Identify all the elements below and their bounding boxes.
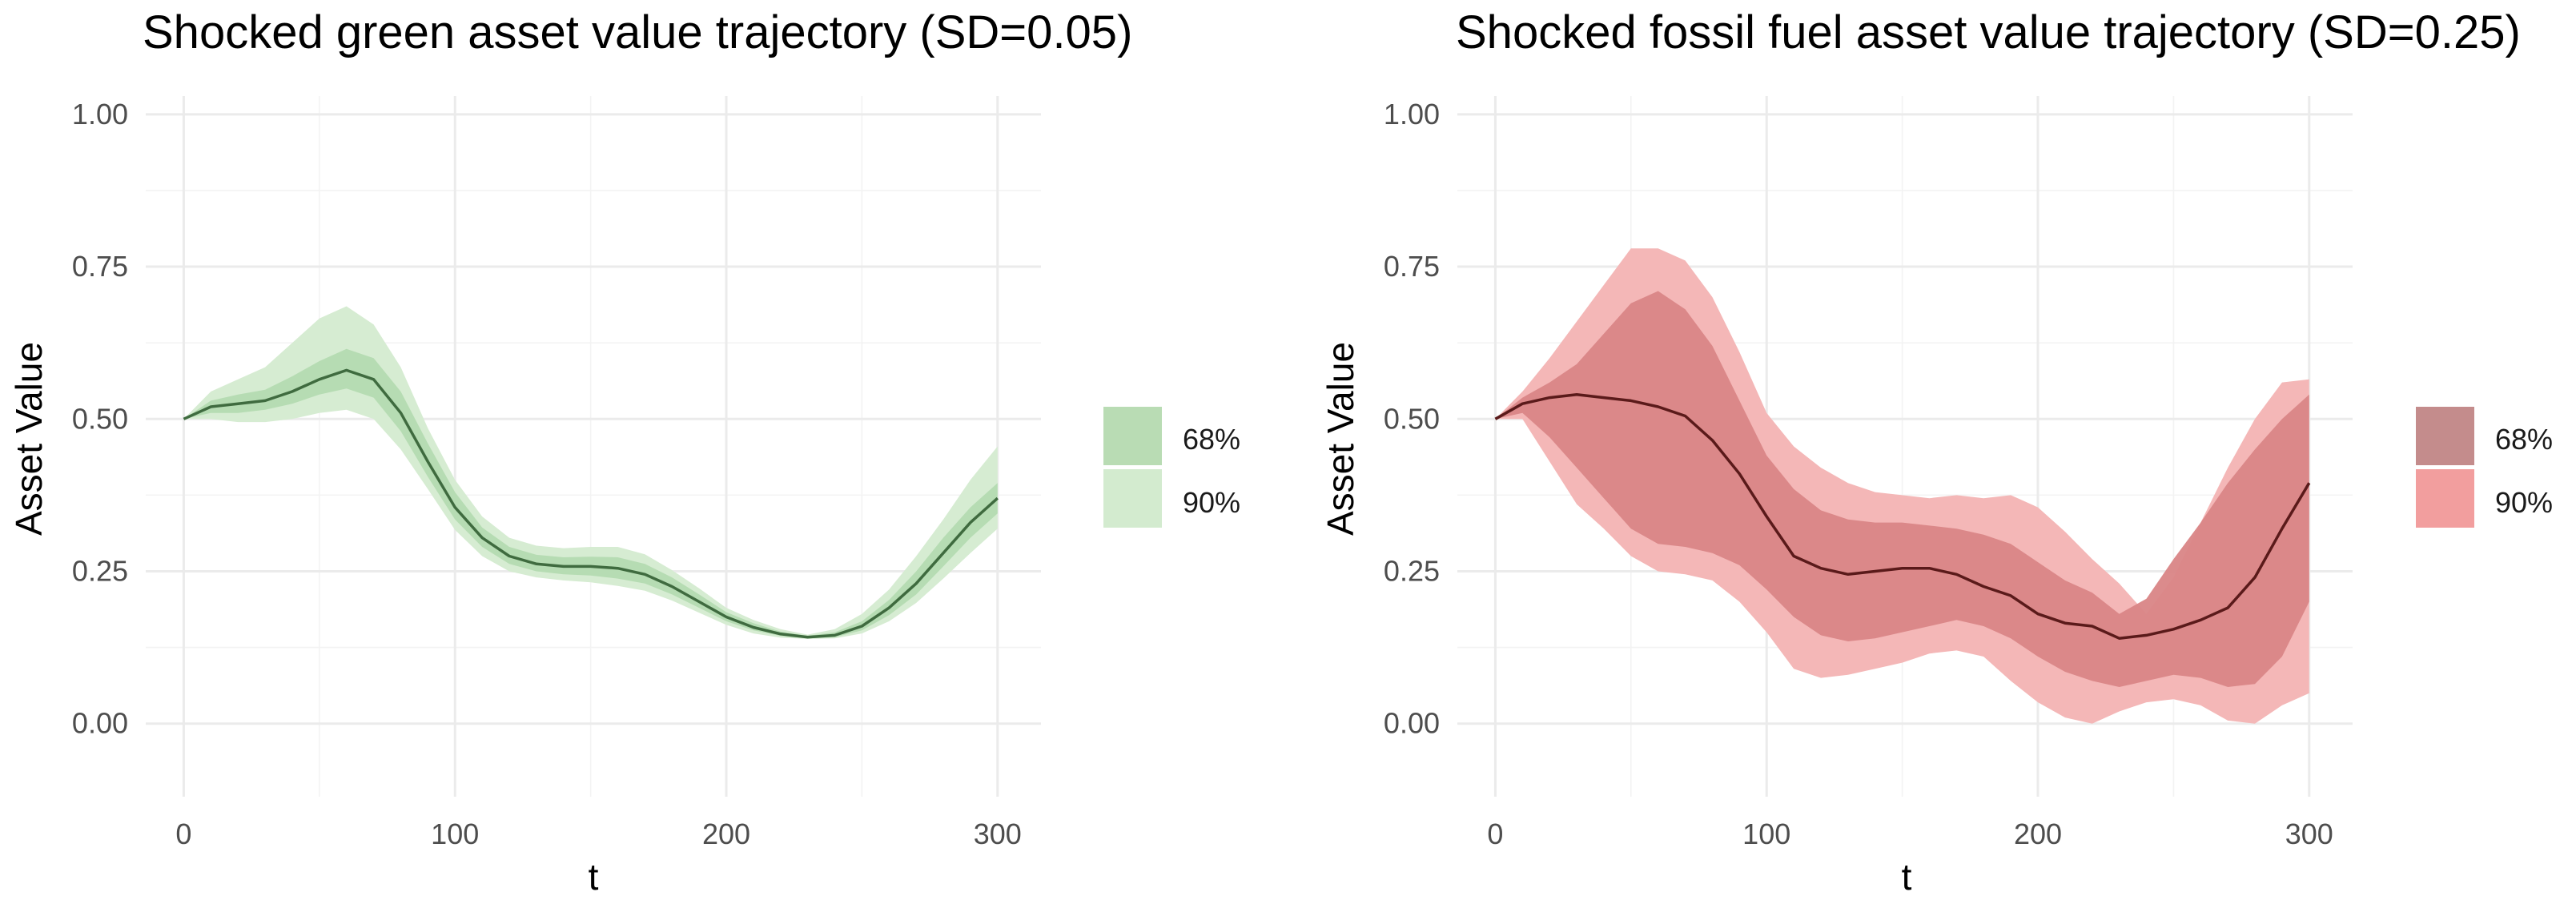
x-tick-label: 300 xyxy=(974,818,1022,850)
legend-key-68 xyxy=(1103,407,1162,465)
fossil-asset-panel: Shocked fossil fuel asset value trajecto… xyxy=(1320,6,2553,898)
chart-title: Shocked green asset value trajectory (SD… xyxy=(143,6,1132,58)
y-tick-label: 1.00 xyxy=(72,98,128,131)
legend: 68% 90% xyxy=(1103,407,1240,528)
legend-key-90 xyxy=(2416,469,2474,528)
bands xyxy=(1495,248,2309,724)
x-tick-label: 0 xyxy=(1487,818,1503,850)
y-axis-label: Asset Value xyxy=(8,342,50,536)
x-axis-label: t xyxy=(1902,856,1912,898)
legend-label-68: 68% xyxy=(1183,423,1240,456)
x-tick-label: 200 xyxy=(2014,818,2062,850)
chart-title: Shocked fossil fuel asset value trajecto… xyxy=(1456,6,2521,58)
x-tick-labels: 0 100 200 300 xyxy=(1487,818,2333,850)
x-tick-labels: 0 100 200 300 xyxy=(175,818,1021,850)
y-tick-label: 0.50 xyxy=(72,402,128,435)
y-tick-label: 0.75 xyxy=(1384,250,1440,283)
y-tick-label: 0.75 xyxy=(72,250,128,283)
y-tick-label: 0.50 xyxy=(1384,402,1440,435)
y-tick-labels: 0.00 0.25 0.50 0.75 1.00 xyxy=(1384,98,1440,740)
y-tick-label: 0.25 xyxy=(1384,554,1440,587)
legend-label-90: 90% xyxy=(1183,486,1240,519)
legend-key-90 xyxy=(1103,469,1162,528)
bands xyxy=(183,306,998,639)
x-axis-label: t xyxy=(589,856,599,898)
band-68 xyxy=(1495,291,2309,687)
legend-label-90: 90% xyxy=(2495,486,2553,519)
y-tick-label: 0.00 xyxy=(72,707,128,740)
y-axis-label: Asset Value xyxy=(1320,342,1361,536)
y-tick-label: 1.00 xyxy=(1384,98,1440,131)
x-tick-label: 100 xyxy=(1742,818,1790,850)
lines xyxy=(1494,393,2311,640)
x-tick-label: 300 xyxy=(2285,818,2333,850)
lines xyxy=(183,368,999,639)
legend-label-68: 68% xyxy=(2495,423,2553,456)
median-line xyxy=(183,368,999,639)
legend: 68% 90% xyxy=(2416,407,2553,528)
green-asset-panel: Shocked green asset value trajectory (SD… xyxy=(8,6,1240,898)
y-tick-label: 0.25 xyxy=(72,554,128,587)
x-tick-label: 100 xyxy=(431,818,479,850)
legend-key-68 xyxy=(2416,407,2474,465)
median-line xyxy=(1494,393,2311,640)
grid xyxy=(146,96,1041,797)
y-tick-labels: 0.00 0.25 0.50 0.75 1.00 xyxy=(72,98,128,740)
x-tick-label: 0 xyxy=(175,818,191,850)
y-tick-label: 0.00 xyxy=(1384,707,1440,740)
x-tick-label: 200 xyxy=(702,818,750,850)
